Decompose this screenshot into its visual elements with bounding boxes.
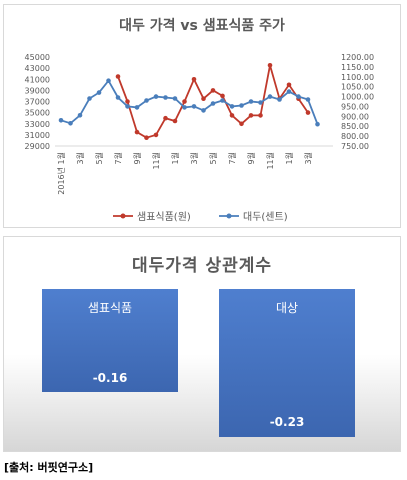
y-left-tick-label: 29000 bbox=[25, 142, 50, 151]
series-line-1 bbox=[60, 79, 319, 125]
series-point-1 bbox=[220, 98, 225, 103]
series-point-1 bbox=[315, 121, 320, 127]
series-point-1 bbox=[286, 89, 292, 94]
y-right-tick-label: 800.00 bbox=[341, 132, 369, 141]
series-point-0 bbox=[182, 99, 187, 104]
series-point-1 bbox=[68, 121, 73, 126]
y-right-tick-label: 750.00 bbox=[341, 142, 369, 151]
bar-sempio-value: -0.16 bbox=[92, 371, 128, 385]
series-point-1 bbox=[153, 94, 159, 99]
y-right-tick-label: 850.00 bbox=[341, 122, 369, 131]
y-left-tick-label: 31000 bbox=[25, 131, 50, 140]
bar-chart-title: 대두가격 상관계수 bbox=[131, 256, 273, 276]
x-tick-label: 5월 bbox=[208, 152, 218, 164]
series-point-1 bbox=[134, 105, 140, 110]
series-point-1 bbox=[191, 104, 197, 109]
series-point-0 bbox=[201, 96, 206, 101]
series-point-1 bbox=[305, 97, 311, 102]
bar-daesang-value: -0.23 bbox=[269, 415, 305, 429]
x-tick-label: 11월 bbox=[151, 152, 161, 170]
line-chart-title: 대두 가격 vs 샘표식품 주가 bbox=[119, 18, 285, 34]
series-point-0 bbox=[153, 132, 159, 138]
series-point-0 bbox=[248, 113, 254, 118]
series-point-0 bbox=[267, 63, 273, 68]
series-point-0 bbox=[115, 74, 121, 79]
series-point-0 bbox=[172, 118, 178, 124]
x-tick-label: 2016년 1월 bbox=[56, 152, 66, 195]
y-left-tick-label: 37000 bbox=[25, 98, 50, 107]
series-point-1 bbox=[248, 99, 254, 104]
series-point-0 bbox=[286, 82, 292, 88]
y-right-tick-label: 1150.00 bbox=[341, 63, 374, 72]
series-point-0 bbox=[163, 115, 168, 121]
x-tick-label: 3월 bbox=[189, 152, 199, 164]
series-point-0 bbox=[210, 88, 216, 93]
x-tick-label: 7월 bbox=[227, 152, 237, 164]
y-right-tick-label: 900.00 bbox=[341, 112, 369, 121]
series-point-1 bbox=[239, 103, 244, 108]
series-point-1 bbox=[258, 100, 263, 105]
series-point-1 bbox=[163, 95, 168, 100]
series-point-1 bbox=[296, 94, 301, 99]
x-tick-label: 9월 bbox=[132, 152, 142, 164]
legend-marker bbox=[226, 213, 232, 219]
series-point-1 bbox=[115, 95, 121, 100]
x-tick-label: 1월 bbox=[170, 152, 180, 164]
series-point-0 bbox=[220, 93, 225, 99]
series-point-1 bbox=[87, 96, 92, 101]
x-tick-label: 5월 bbox=[94, 152, 104, 164]
series-point-0 bbox=[229, 113, 235, 118]
series-point-0 bbox=[191, 77, 197, 82]
y-left-tick-label: 45000 bbox=[25, 53, 50, 62]
y-right-tick-label: 1000.00 bbox=[341, 93, 374, 102]
x-tick-label: 3월 bbox=[303, 152, 313, 164]
x-tick-label: 1월 bbox=[284, 152, 294, 164]
series-point-1 bbox=[201, 108, 206, 113]
series-point-1 bbox=[96, 90, 102, 95]
x-tick-label: 3월 bbox=[75, 152, 85, 164]
y-left-tick-label: 33000 bbox=[25, 120, 50, 129]
x-tick-label: 11월 bbox=[265, 152, 275, 170]
series-point-1 bbox=[267, 94, 273, 99]
x-tick-label: 7월 bbox=[113, 152, 123, 164]
y-right-tick-label: 1100.00 bbox=[341, 73, 374, 82]
series-point-1 bbox=[77, 113, 83, 118]
series-point-0 bbox=[144, 135, 149, 140]
source-note: [출처: 버핏연구소] bbox=[4, 461, 94, 474]
bar-sempio-label: 샘표식품 bbox=[87, 301, 133, 315]
series-point-1 bbox=[182, 105, 187, 110]
series-point-1 bbox=[106, 78, 111, 83]
series-point-1 bbox=[58, 118, 64, 123]
series-point-0 bbox=[305, 110, 311, 115]
y-right-tick-label: 1200.00 bbox=[341, 53, 374, 62]
x-tick-label: 9월 bbox=[246, 152, 256, 164]
legend-label: 대두(센트) bbox=[243, 211, 288, 223]
legend-marker bbox=[120, 213, 126, 219]
y-right-tick-label: 950.00 bbox=[341, 102, 369, 111]
series-point-1 bbox=[277, 97, 282, 102]
y-left-tick-label: 35000 bbox=[25, 109, 50, 118]
y-left-tick-label: 41000 bbox=[25, 75, 50, 84]
legend-label: 샘표식품(원) bbox=[137, 211, 191, 223]
line-chart-panel: 대두 가격 vs 샘표식품 주가 45000 43000 41000 39000 370… bbox=[3, 4, 401, 228]
series-point-0 bbox=[258, 113, 263, 118]
bar-chart-panel: 대두가격 상관계수 샘표식품 -0.16 대상 -0.23 bbox=[3, 236, 401, 452]
series-point-1 bbox=[210, 101, 216, 106]
bar-sempio: 샘표식품 -0.16 bbox=[42, 289, 178, 392]
series-point-1 bbox=[125, 104, 130, 109]
series-point-0 bbox=[125, 99, 130, 104]
bar-daesang-label: 대상 bbox=[275, 301, 299, 315]
y-right-tick-label: 1050.00 bbox=[341, 83, 374, 92]
series-point-1 bbox=[144, 98, 149, 103]
series-point-1 bbox=[229, 104, 235, 109]
series-point-0 bbox=[134, 129, 140, 135]
line-chart-svg: 45000 43000 41000 39000 37000 35000 33000 31000… bbox=[25, 53, 375, 223]
series-point-1 bbox=[172, 96, 178, 101]
y-left-tick-label: 43000 bbox=[25, 64, 50, 73]
y-left-tick-label: 39000 bbox=[25, 86, 50, 95]
series-point-0 bbox=[239, 121, 244, 127]
bar-daesang: 대상 -0.23 bbox=[219, 289, 355, 437]
